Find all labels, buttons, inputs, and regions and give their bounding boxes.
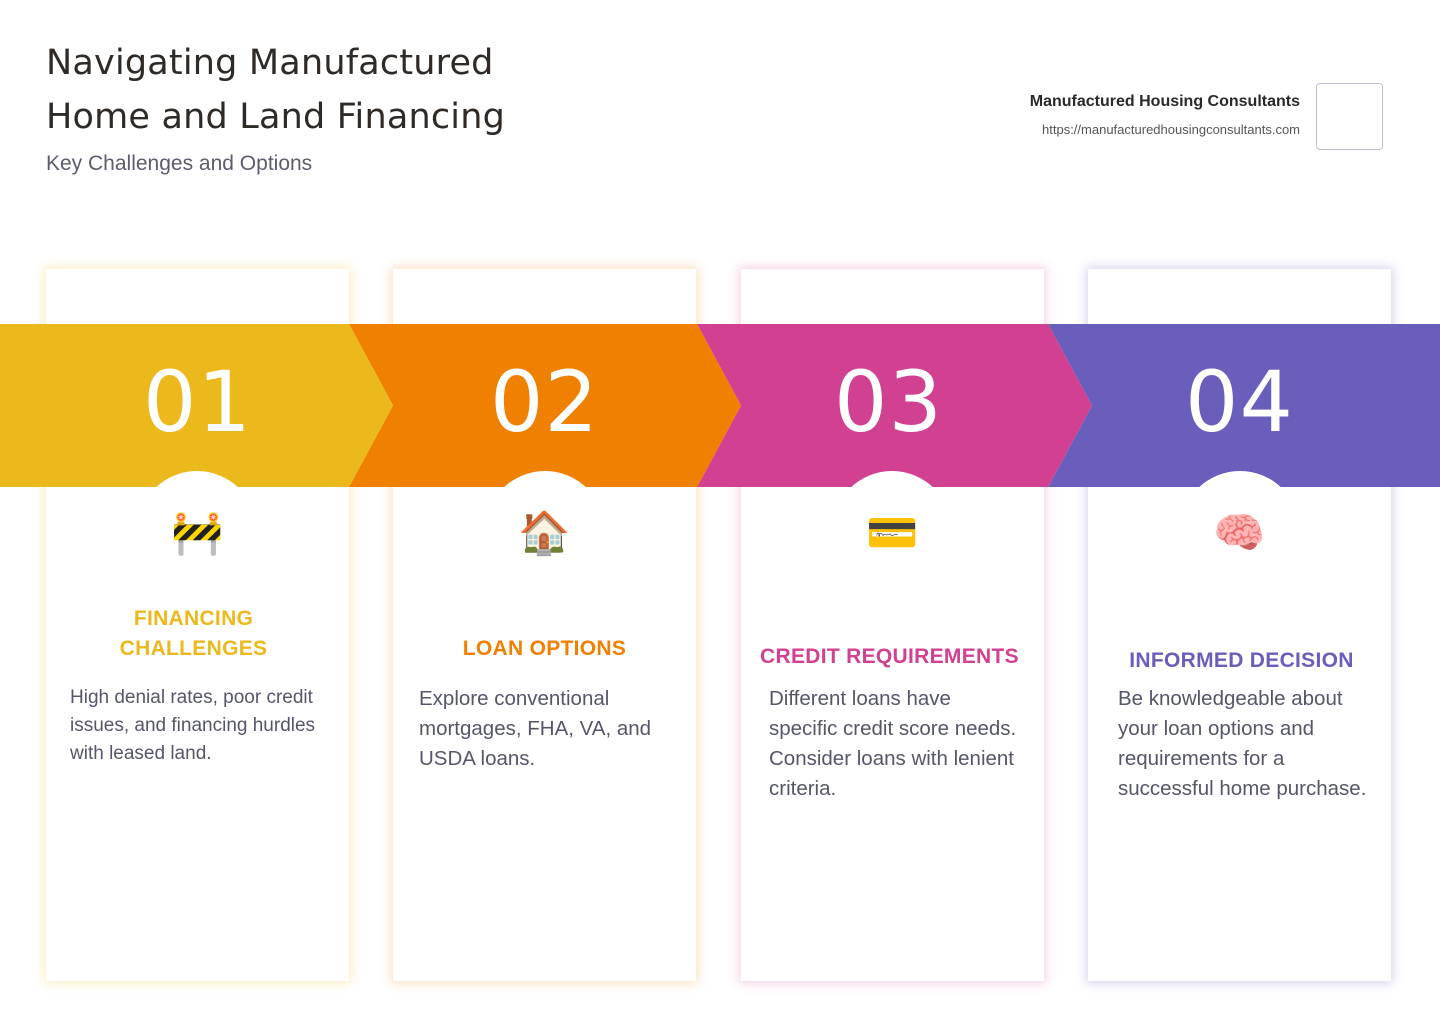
step-description-4: Be knowledgeable about your loan options…	[1118, 687, 1367, 800]
arrow-segment-2	[349, 324, 741, 487]
step-heading-1-line-2: CHALLENGES	[119, 637, 268, 660]
brand-logo	[1316, 83, 1383, 150]
step-heading-4: INFORMED DECISION	[1129, 649, 1354, 672]
step-heading-3: CREDIT REQUIREMENTS	[760, 645, 1019, 668]
step-heading-2: LOAN OPTIONS	[462, 637, 627, 660]
page-title: Navigating Manufactured Home and Land Fi…	[46, 36, 566, 144]
brain-icon: 🧠	[1213, 509, 1266, 556]
page-subtitle: Key Challenges and Options	[46, 152, 313, 175]
step-description-3: Different loans have specific credit sco…	[769, 687, 1017, 800]
step-heading-1: FINANCING CHALLENGES	[42, 604, 345, 664]
step-description-1: High denial rates, poor credit issues, a…	[70, 687, 316, 764]
credit-card-icon: 💳	[866, 509, 919, 556]
step-number-3: 03	[834, 353, 943, 451]
step-number-1: 01	[143, 353, 252, 451]
step-number-4: 04	[1185, 353, 1294, 451]
step-description-2: Explore conventional mortgages, FHA, VA,…	[419, 687, 652, 770]
construction-barrier-icon: 🚧	[171, 509, 224, 556]
arrow-segment-3	[697, 324, 1092, 487]
brand-url[interactable]: https://manufacturedhousingconsultants.c…	[1042, 122, 1300, 137]
house-icon: 🏠	[518, 509, 571, 556]
title-line-1: Navigating Manufactured	[46, 43, 494, 83]
step-number-2: 02	[490, 353, 599, 451]
step-arrow-band	[0, 324, 1440, 487]
brand-name: Manufactured Housing Consultants	[1029, 93, 1300, 110]
title-line-2: Home and Land Financing	[46, 97, 506, 137]
arrow-segment-1	[0, 324, 393, 487]
arrow-segment-4	[1048, 324, 1440, 487]
step-heading-1-line-1: FINANCING	[133, 607, 254, 630]
